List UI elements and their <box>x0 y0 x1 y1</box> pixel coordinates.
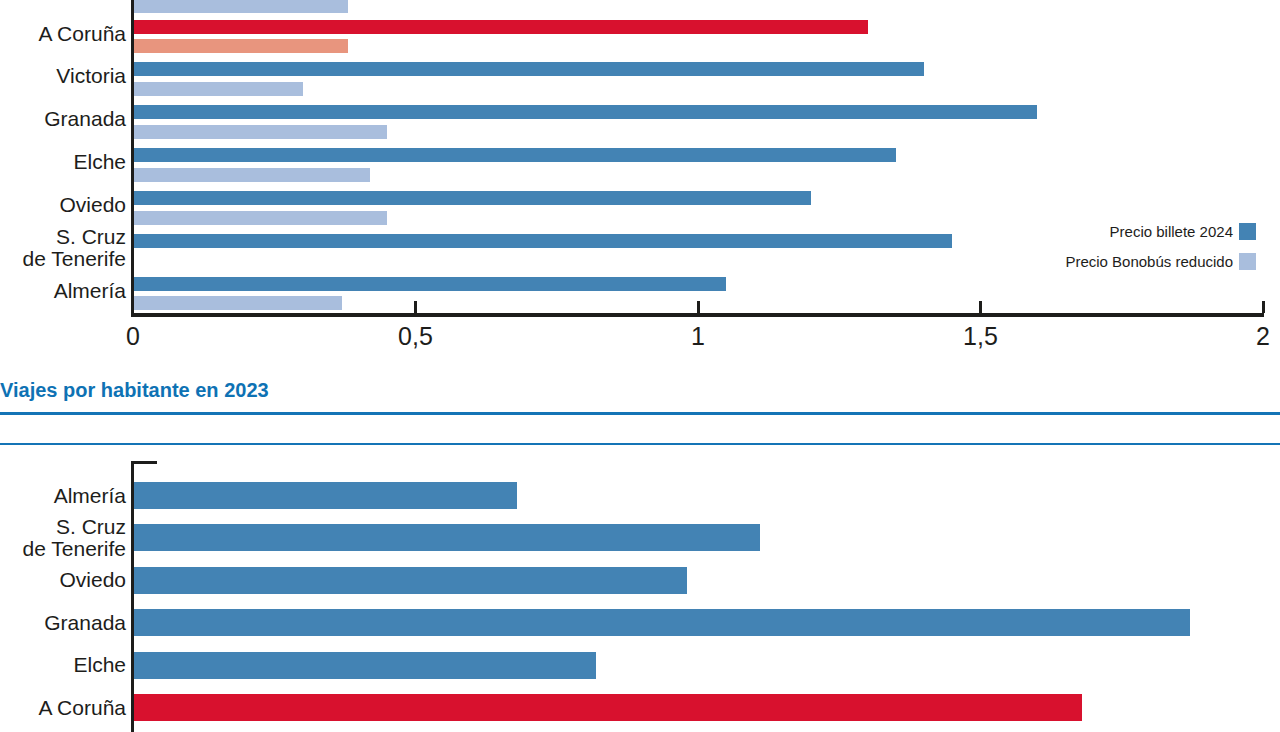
chart-trips-per-inhabitant: Almería S. Cruz de Tenerife Oviedo Granada E… <box>0 455 1280 732</box>
bar-viajes-oviedo <box>133 567 687 594</box>
category-label-almer-a: Almería <box>0 273 126 309</box>
bar-bonobus-almer-a <box>133 296 342 310</box>
category-label-victoria: Victoria <box>0 58 126 94</box>
category-label-elche: Elche <box>0 144 126 180</box>
y-axis-top-tick <box>131 461 157 464</box>
legend-item-billete: Precio billete 2024 <box>0 223 1256 240</box>
bar-bonobus-victoria <box>133 82 303 96</box>
category-label-a-coru-a: A Coruña <box>0 689 126 726</box>
y-axis-line <box>131 461 134 732</box>
category-label-a-coru-a: A Coruña <box>0 16 126 52</box>
category-label-granada: Granada <box>0 604 126 641</box>
bar-viajes-a-coru-a <box>133 694 1082 721</box>
x-tick <box>414 301 417 313</box>
bar-billete-a-coru-a <box>133 20 868 34</box>
bar-billete-victoria <box>133 62 924 76</box>
bar-viajes-elche <box>133 652 596 679</box>
bar-bonobus-a-coru-a <box>133 39 348 53</box>
bar-billete-oviedo <box>133 191 811 205</box>
x-tick <box>1262 301 1265 313</box>
legend-swatch-billete-icon <box>1239 223 1256 240</box>
section-title-viajes: Viajes por habitante en 2023 <box>0 379 269 402</box>
x-tick <box>697 301 700 313</box>
category-label-almer-a: Almería <box>0 477 126 514</box>
x-tick-label: 0,5 <box>371 322 461 351</box>
x-tick-label: 2 <box>1218 322 1280 351</box>
bar-bonobus-cropped <box>133 0 348 13</box>
bar-billete-granada <box>133 105 1037 119</box>
bar-billete-elche <box>133 148 896 162</box>
x-tick-label: 1 <box>653 322 743 351</box>
category-label-s-cruz-de-tenerife: S. Cruz de Tenerife <box>0 519 126 556</box>
x-tick <box>979 301 982 313</box>
x-axis-line <box>131 313 1264 317</box>
category-label-granada: Granada <box>0 101 126 137</box>
category-label-elche: Elche <box>0 647 126 684</box>
bar-billete-almer-a <box>133 277 726 291</box>
divider-rule-bottom <box>0 443 1280 445</box>
category-label-oviedo: Oviedo <box>0 187 126 223</box>
chart-ticket-prices: A CoruñaVictoriaGranadaElcheOviedoS. Cru… <box>0 0 1280 360</box>
bar-bonobus-granada <box>133 125 387 139</box>
legend-label-billete: Precio billete 2024 <box>1110 223 1233 240</box>
bar-viajes-s-cruz-de-tenerife <box>133 524 760 551</box>
legend-item-bonobus: Precio Bonobús reducido <box>0 253 1256 270</box>
bar-viajes-almer-a <box>133 482 517 509</box>
bar-bonobus-elche <box>133 168 370 182</box>
legend-label-bonobus: Precio Bonobús reducido <box>1065 253 1233 270</box>
divider-rule-top <box>0 412 1280 415</box>
category-label-oviedo: Oviedo <box>0 562 126 599</box>
bar-viajes-granada <box>133 609 1190 636</box>
infographic-canvas: A Coruña Victoria Granada Elche Oviedo S. Cru… <box>0 0 1280 732</box>
x-tick-label: 1,5 <box>936 322 1026 351</box>
x-tick-label: 0 <box>88 322 178 351</box>
legend-swatch-bonobus-icon <box>1239 253 1256 270</box>
